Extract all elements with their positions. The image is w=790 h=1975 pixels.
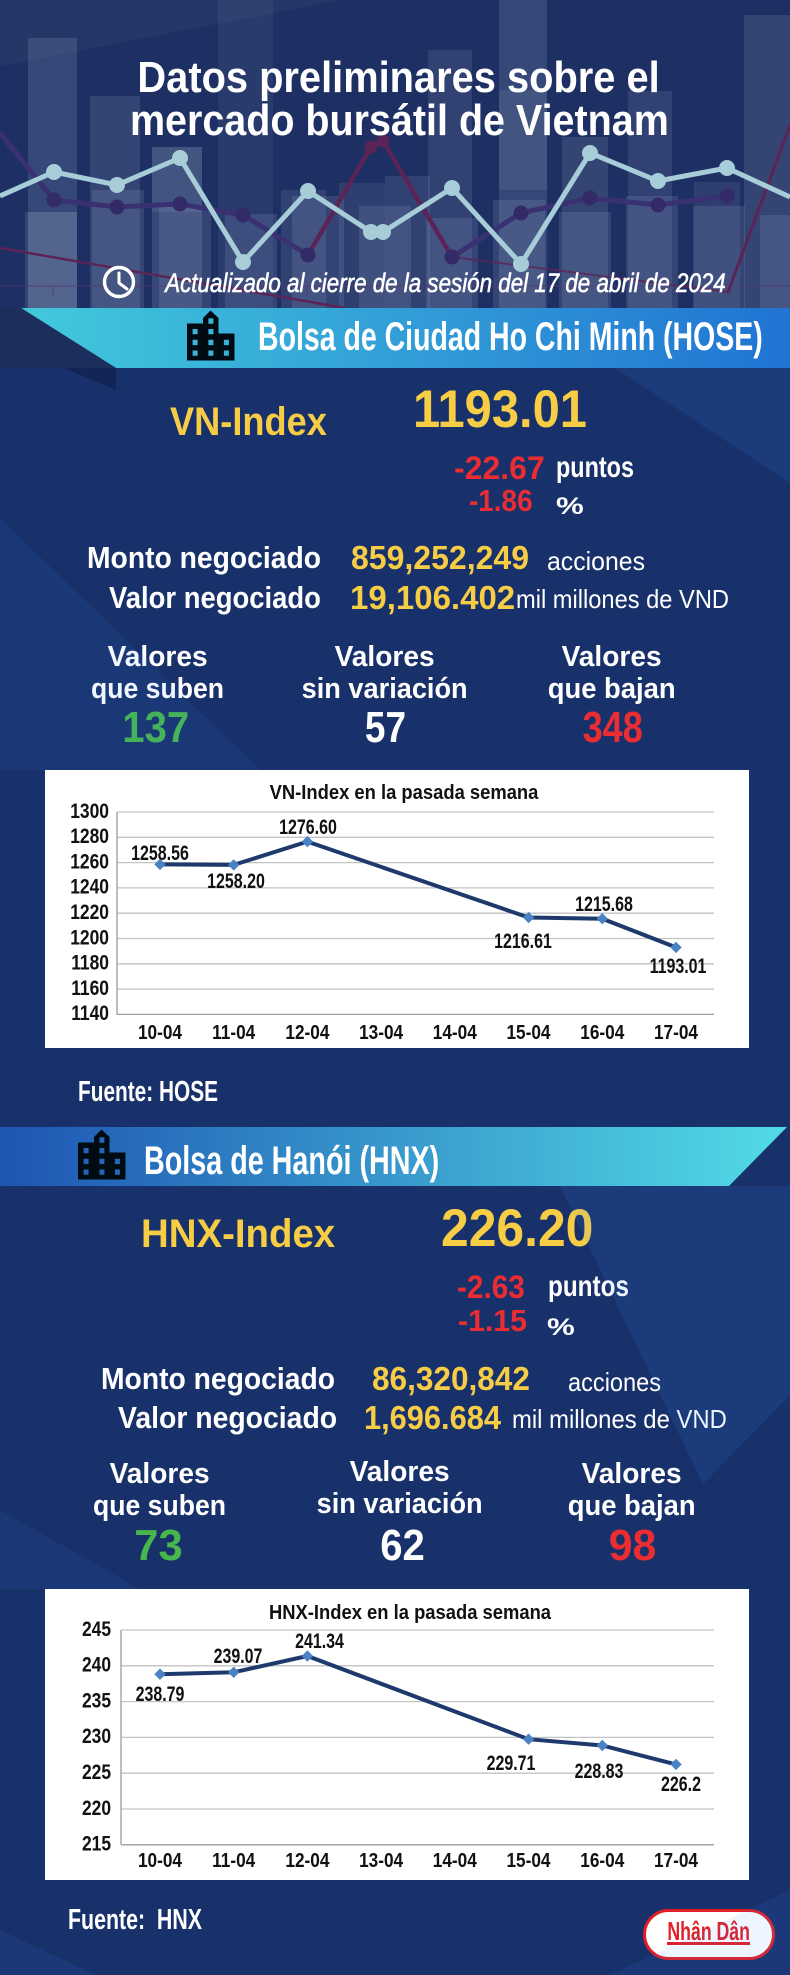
svg-text:1200: 1200	[70, 927, 109, 950]
svg-text:226.2: 226.2	[661, 1772, 701, 1796]
svg-text:241.34: 241.34	[295, 1629, 344, 1653]
svg-text:238.79: 238.79	[136, 1682, 185, 1706]
svg-text:239.07: 239.07	[214, 1644, 263, 1668]
svg-text:1300: 1300	[70, 800, 109, 823]
svg-text:215: 215	[82, 1833, 111, 1856]
svg-text:1258.20: 1258.20	[207, 869, 265, 893]
svg-text:1216.61: 1216.61	[494, 929, 552, 953]
svg-text:1180: 1180	[71, 952, 109, 975]
svg-text:240: 240	[82, 1654, 111, 1677]
svg-text:11-04: 11-04	[212, 1022, 256, 1045]
svg-text:12-04: 12-04	[285, 1022, 329, 1045]
svg-text:245: 245	[82, 1618, 111, 1641]
svg-text:230: 230	[82, 1726, 111, 1749]
svg-text:235: 235	[82, 1690, 111, 1713]
svg-text:1280: 1280	[70, 826, 109, 849]
svg-text:1258.56: 1258.56	[131, 841, 189, 865]
svg-text:16-04: 16-04	[580, 1022, 624, 1045]
svg-text:1240: 1240	[70, 876, 109, 899]
svg-text:1220: 1220	[70, 902, 109, 925]
svg-text:17-04: 17-04	[654, 1850, 698, 1873]
svg-text:10-04: 10-04	[138, 1022, 182, 1045]
svg-text:15-04: 15-04	[506, 1850, 550, 1873]
svg-text:1160: 1160	[71, 977, 109, 1000]
svg-text:229.71: 229.71	[487, 1751, 536, 1775]
svg-text:220: 220	[82, 1797, 111, 1820]
svg-text:1276.60: 1276.60	[279, 815, 337, 839]
svg-text:10-04: 10-04	[138, 1850, 182, 1873]
svg-text:13-04: 13-04	[359, 1022, 403, 1045]
svg-text:17-04: 17-04	[654, 1022, 698, 1045]
svg-text:1260: 1260	[70, 851, 109, 874]
svg-text:HNX-Index en la pasada semana: HNX-Index en la pasada semana	[269, 1602, 551, 1624]
svg-text:1140: 1140	[71, 1003, 109, 1026]
svg-text:225: 225	[82, 1762, 111, 1785]
svg-text:12-04: 12-04	[285, 1850, 329, 1873]
svg-text:16-04: 16-04	[580, 1850, 624, 1873]
svg-text:1215.68: 1215.68	[575, 892, 633, 916]
svg-text:14-04: 14-04	[433, 1850, 477, 1873]
svg-text:1193.01: 1193.01	[650, 954, 707, 978]
svg-text:VN-Index en la pasada semana: VN-Index en la pasada semana	[270, 782, 539, 804]
svg-text:14-04: 14-04	[433, 1022, 477, 1045]
svg-text:228.83: 228.83	[575, 1759, 624, 1783]
svg-text:11-04: 11-04	[212, 1850, 256, 1873]
svg-text:15-04: 15-04	[506, 1022, 550, 1045]
svg-text:13-04: 13-04	[359, 1850, 403, 1873]
